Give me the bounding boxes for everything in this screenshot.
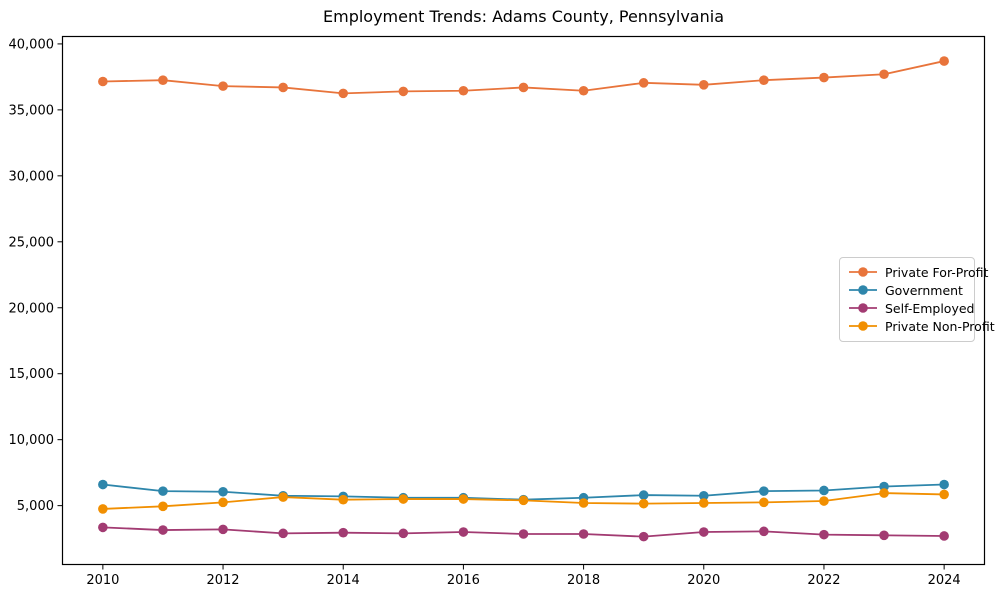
data-point-marker	[518, 529, 529, 539]
data-point-marker	[638, 531, 649, 542]
data-point-marker	[759, 75, 769, 85]
y-tick-label: 5,000	[17, 499, 54, 514]
data-point-marker	[278, 528, 288, 539]
data-point-marker	[819, 485, 829, 496]
data-point-marker	[458, 85, 469, 96]
y-tick-label: 15,000	[9, 367, 55, 382]
data-point-marker	[518, 82, 529, 93]
data-point-marker	[218, 486, 228, 497]
legend-item-private-for-profit: Private For-Profit	[848, 263, 988, 282]
legend-line-marker-icon	[848, 281, 878, 300]
x-tick-label: 2012	[206, 573, 239, 588]
data-point-marker	[218, 497, 228, 508]
legend-line-marker-icon	[848, 317, 878, 336]
x-tick-label: 2022	[807, 573, 840, 588]
data-point-marker	[98, 522, 108, 533]
legend-item-self-employed: Self-Employed	[848, 299, 974, 318]
legend: Private For-Profit Government Self-Employe…	[839, 257, 995, 342]
data-point-marker	[638, 78, 649, 88]
y-tick-label: 35,000	[9, 103, 55, 118]
data-point-marker	[698, 490, 709, 501]
data-point-marker	[879, 481, 889, 492]
legend-label: Private For-Profit	[885, 264, 989, 280]
legend-item-government: Government	[848, 281, 966, 299]
data-point-marker	[338, 494, 349, 505]
data-point-marker	[398, 494, 409, 504]
legend-label: Government	[885, 282, 963, 298]
legend-label: Self-Employed	[885, 301, 975, 317]
axes-frame	[61, 35, 986, 566]
data-point-marker	[578, 85, 589, 96]
data-point-marker	[939, 489, 949, 500]
data-point-marker	[98, 504, 108, 514]
data-point-marker	[278, 492, 288, 502]
data-point-marker	[458, 527, 469, 537]
x-tick-label: 2016	[447, 573, 480, 588]
data-point-marker	[458, 494, 469, 504]
data-point-marker	[518, 495, 529, 506]
legend-line-marker-icon	[848, 299, 878, 318]
data-point-marker	[759, 497, 769, 508]
data-point-marker	[939, 531, 949, 541]
data-point-marker	[578, 498, 589, 508]
data-point-marker	[338, 527, 349, 538]
data-point-marker	[98, 76, 108, 87]
data-point-marker	[819, 496, 829, 506]
x-tick-label: 2010	[86, 573, 119, 588]
legend-label: Private Non-Profit	[885, 319, 995, 335]
data-point-marker	[759, 486, 769, 496]
legend-item-private-non-profit: Private Non-Profit	[848, 317, 995, 336]
x-tick-label: 2020	[687, 573, 720, 588]
data-point-marker	[879, 69, 889, 80]
data-point-marker	[218, 524, 228, 535]
y-tick-label: 25,000	[9, 235, 55, 250]
data-point-marker	[278, 82, 288, 93]
data-point-marker	[158, 525, 168, 535]
data-point-marker	[578, 529, 589, 539]
data-point-marker	[698, 498, 709, 508]
data-point-marker	[939, 56, 949, 66]
data-point-marker	[879, 488, 889, 498]
y-tick-label: 30,000	[9, 169, 55, 184]
y-tick-label: 20,000	[9, 301, 55, 316]
chart-title: Employment Trends: Adams County, Pennsyl…	[323, 7, 724, 26]
data-point-marker	[158, 486, 168, 496]
y-tick-label: 10,000	[9, 433, 55, 448]
data-point-marker	[218, 81, 228, 91]
data-point-marker	[398, 86, 409, 97]
data-point-marker	[819, 72, 829, 83]
x-tick-label: 2024	[928, 573, 961, 588]
data-point-marker	[939, 479, 949, 490]
data-point-marker	[98, 479, 108, 490]
x-tick-label: 2014	[327, 573, 360, 588]
legend-line-marker-icon	[848, 263, 878, 282]
data-point-marker	[158, 501, 168, 512]
data-point-marker	[698, 80, 709, 90]
data-point-marker	[338, 88, 349, 99]
data-point-marker	[158, 75, 168, 85]
y-tick-label: 40,000	[9, 37, 55, 52]
data-point-marker	[638, 498, 649, 509]
data-point-marker	[819, 529, 829, 540]
data-point-marker	[638, 490, 649, 500]
x-tick-label: 2018	[567, 573, 600, 588]
data-point-marker	[698, 527, 709, 537]
data-point-marker	[759, 526, 769, 537]
data-point-marker	[398, 528, 409, 539]
data-point-marker	[879, 530, 889, 541]
